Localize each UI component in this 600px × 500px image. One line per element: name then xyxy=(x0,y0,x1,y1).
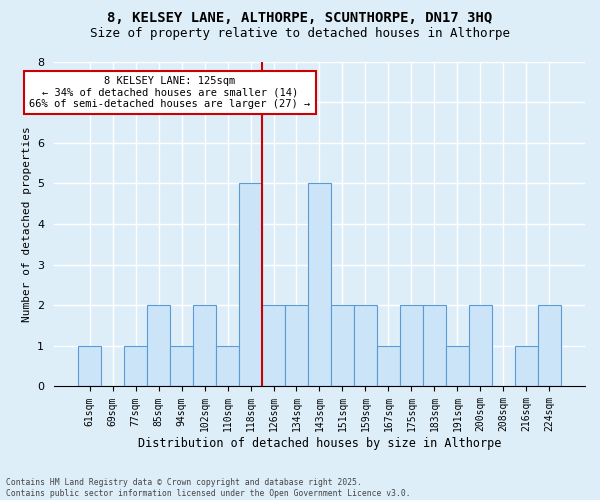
Bar xyxy=(193,305,216,386)
X-axis label: Distribution of detached houses by size in Althorpe: Distribution of detached houses by size … xyxy=(138,437,501,450)
Bar xyxy=(400,305,423,386)
Y-axis label: Number of detached properties: Number of detached properties xyxy=(22,126,32,322)
Text: Contains HM Land Registry data © Crown copyright and database right 2025.
Contai: Contains HM Land Registry data © Crown c… xyxy=(6,478,410,498)
Bar xyxy=(538,305,561,386)
Bar xyxy=(124,346,147,387)
Bar xyxy=(446,346,469,387)
Bar xyxy=(377,346,400,387)
Bar xyxy=(469,305,492,386)
Bar xyxy=(170,346,193,387)
Text: 8, KELSEY LANE, ALTHORPE, SCUNTHORPE, DN17 3HQ: 8, KELSEY LANE, ALTHORPE, SCUNTHORPE, DN… xyxy=(107,11,493,25)
Bar xyxy=(354,305,377,386)
Bar xyxy=(308,184,331,386)
Bar xyxy=(216,346,239,387)
Text: 8 KELSEY LANE: 125sqm
← 34% of detached houses are smaller (14)
66% of semi-deta: 8 KELSEY LANE: 125sqm ← 34% of detached … xyxy=(29,76,311,109)
Bar xyxy=(262,305,285,386)
Bar xyxy=(515,346,538,387)
Text: Size of property relative to detached houses in Althorpe: Size of property relative to detached ho… xyxy=(90,28,510,40)
Bar xyxy=(147,305,170,386)
Bar xyxy=(285,305,308,386)
Bar xyxy=(423,305,446,386)
Bar xyxy=(239,184,262,386)
Bar xyxy=(331,305,354,386)
Bar xyxy=(78,346,101,387)
